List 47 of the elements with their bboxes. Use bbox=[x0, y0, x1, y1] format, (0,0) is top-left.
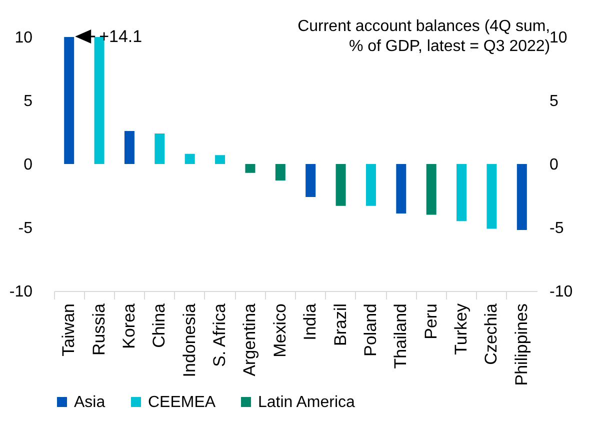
y-tick-label: 10 bbox=[14, 30, 33, 46]
y-tick-label: 0 bbox=[24, 156, 33, 174]
y2-tick-label: 0 bbox=[550, 156, 558, 174]
x-tick-label: Mexico bbox=[270, 304, 290, 358]
y2-tick-label: 5 bbox=[550, 93, 558, 110]
bar bbox=[306, 164, 316, 198]
x-tick-label: Peru bbox=[421, 304, 440, 340]
y-tick-label: 5 bbox=[24, 93, 33, 110]
x-tick-label: Russia bbox=[89, 302, 108, 356]
bar bbox=[215, 155, 226, 164]
x-tick-label: Taiwan bbox=[59, 304, 78, 356]
bar bbox=[426, 164, 436, 215]
annotation: +14.1 bbox=[99, 27, 142, 46]
y2-tick-label: -10 bbox=[550, 284, 573, 300]
x-tick-label: Poland bbox=[360, 304, 380, 356]
legend-label: Latin America bbox=[258, 394, 356, 411]
bar bbox=[456, 164, 467, 222]
bar bbox=[336, 164, 346, 206]
x-tick-label: Indonesia bbox=[180, 302, 199, 378]
bar bbox=[245, 164, 256, 173]
bar bbox=[275, 164, 286, 181]
x-tick-label: S. Africa bbox=[210, 302, 230, 367]
x-tick-label: Argentina bbox=[240, 302, 260, 376]
x-tick-label: Turkey bbox=[452, 303, 471, 355]
y-tick-label: -5 bbox=[18, 220, 33, 237]
text: Current account balances (4Q sum, bbox=[298, 18, 550, 35]
x-tick-label: Thailand bbox=[391, 304, 410, 369]
bar bbox=[154, 134, 165, 164]
x-tick-label: China bbox=[150, 302, 169, 348]
bar bbox=[396, 164, 406, 214]
x-tick-label: Brazil bbox=[330, 304, 350, 346]
x-tick-label: India bbox=[300, 302, 320, 340]
x-tick-label: Korea bbox=[119, 302, 138, 349]
y2-tick-label: 10 bbox=[550, 30, 568, 46]
bar bbox=[486, 164, 497, 229]
bar bbox=[184, 154, 195, 164]
bar bbox=[366, 164, 376, 206]
y2-tick-label: -5 bbox=[550, 220, 564, 237]
bar bbox=[516, 164, 527, 230]
legend-label: CEEMEA bbox=[148, 394, 216, 411]
legend-label: Asia bbox=[74, 394, 106, 411]
x-tick-label: Czechia bbox=[482, 302, 501, 365]
y-tick-label: -10 bbox=[9, 284, 33, 300]
text: % of GDP, latest = Q3 2022) bbox=[348, 38, 550, 55]
bar bbox=[124, 130, 134, 164]
x-tick-label: Philippines bbox=[512, 304, 531, 386]
bar bbox=[64, 37, 74, 164]
